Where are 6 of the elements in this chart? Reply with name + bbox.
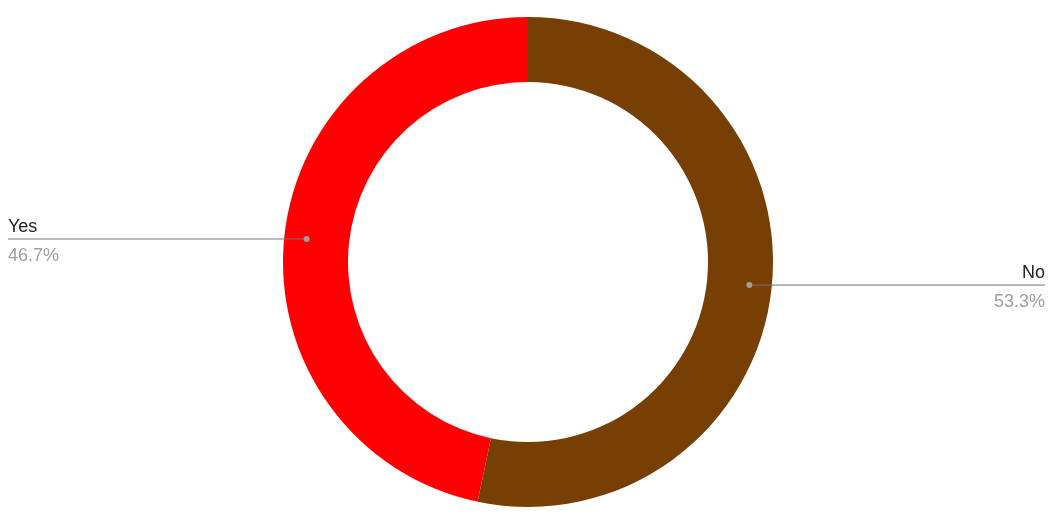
donut-slice [477,17,773,507]
data-label: 53.3% [993,291,1045,312]
donut-slice [283,17,528,502]
data-label: 46.7% [8,244,60,265]
slice-label: No [1021,262,1045,283]
slice-label: Yes [8,215,38,236]
